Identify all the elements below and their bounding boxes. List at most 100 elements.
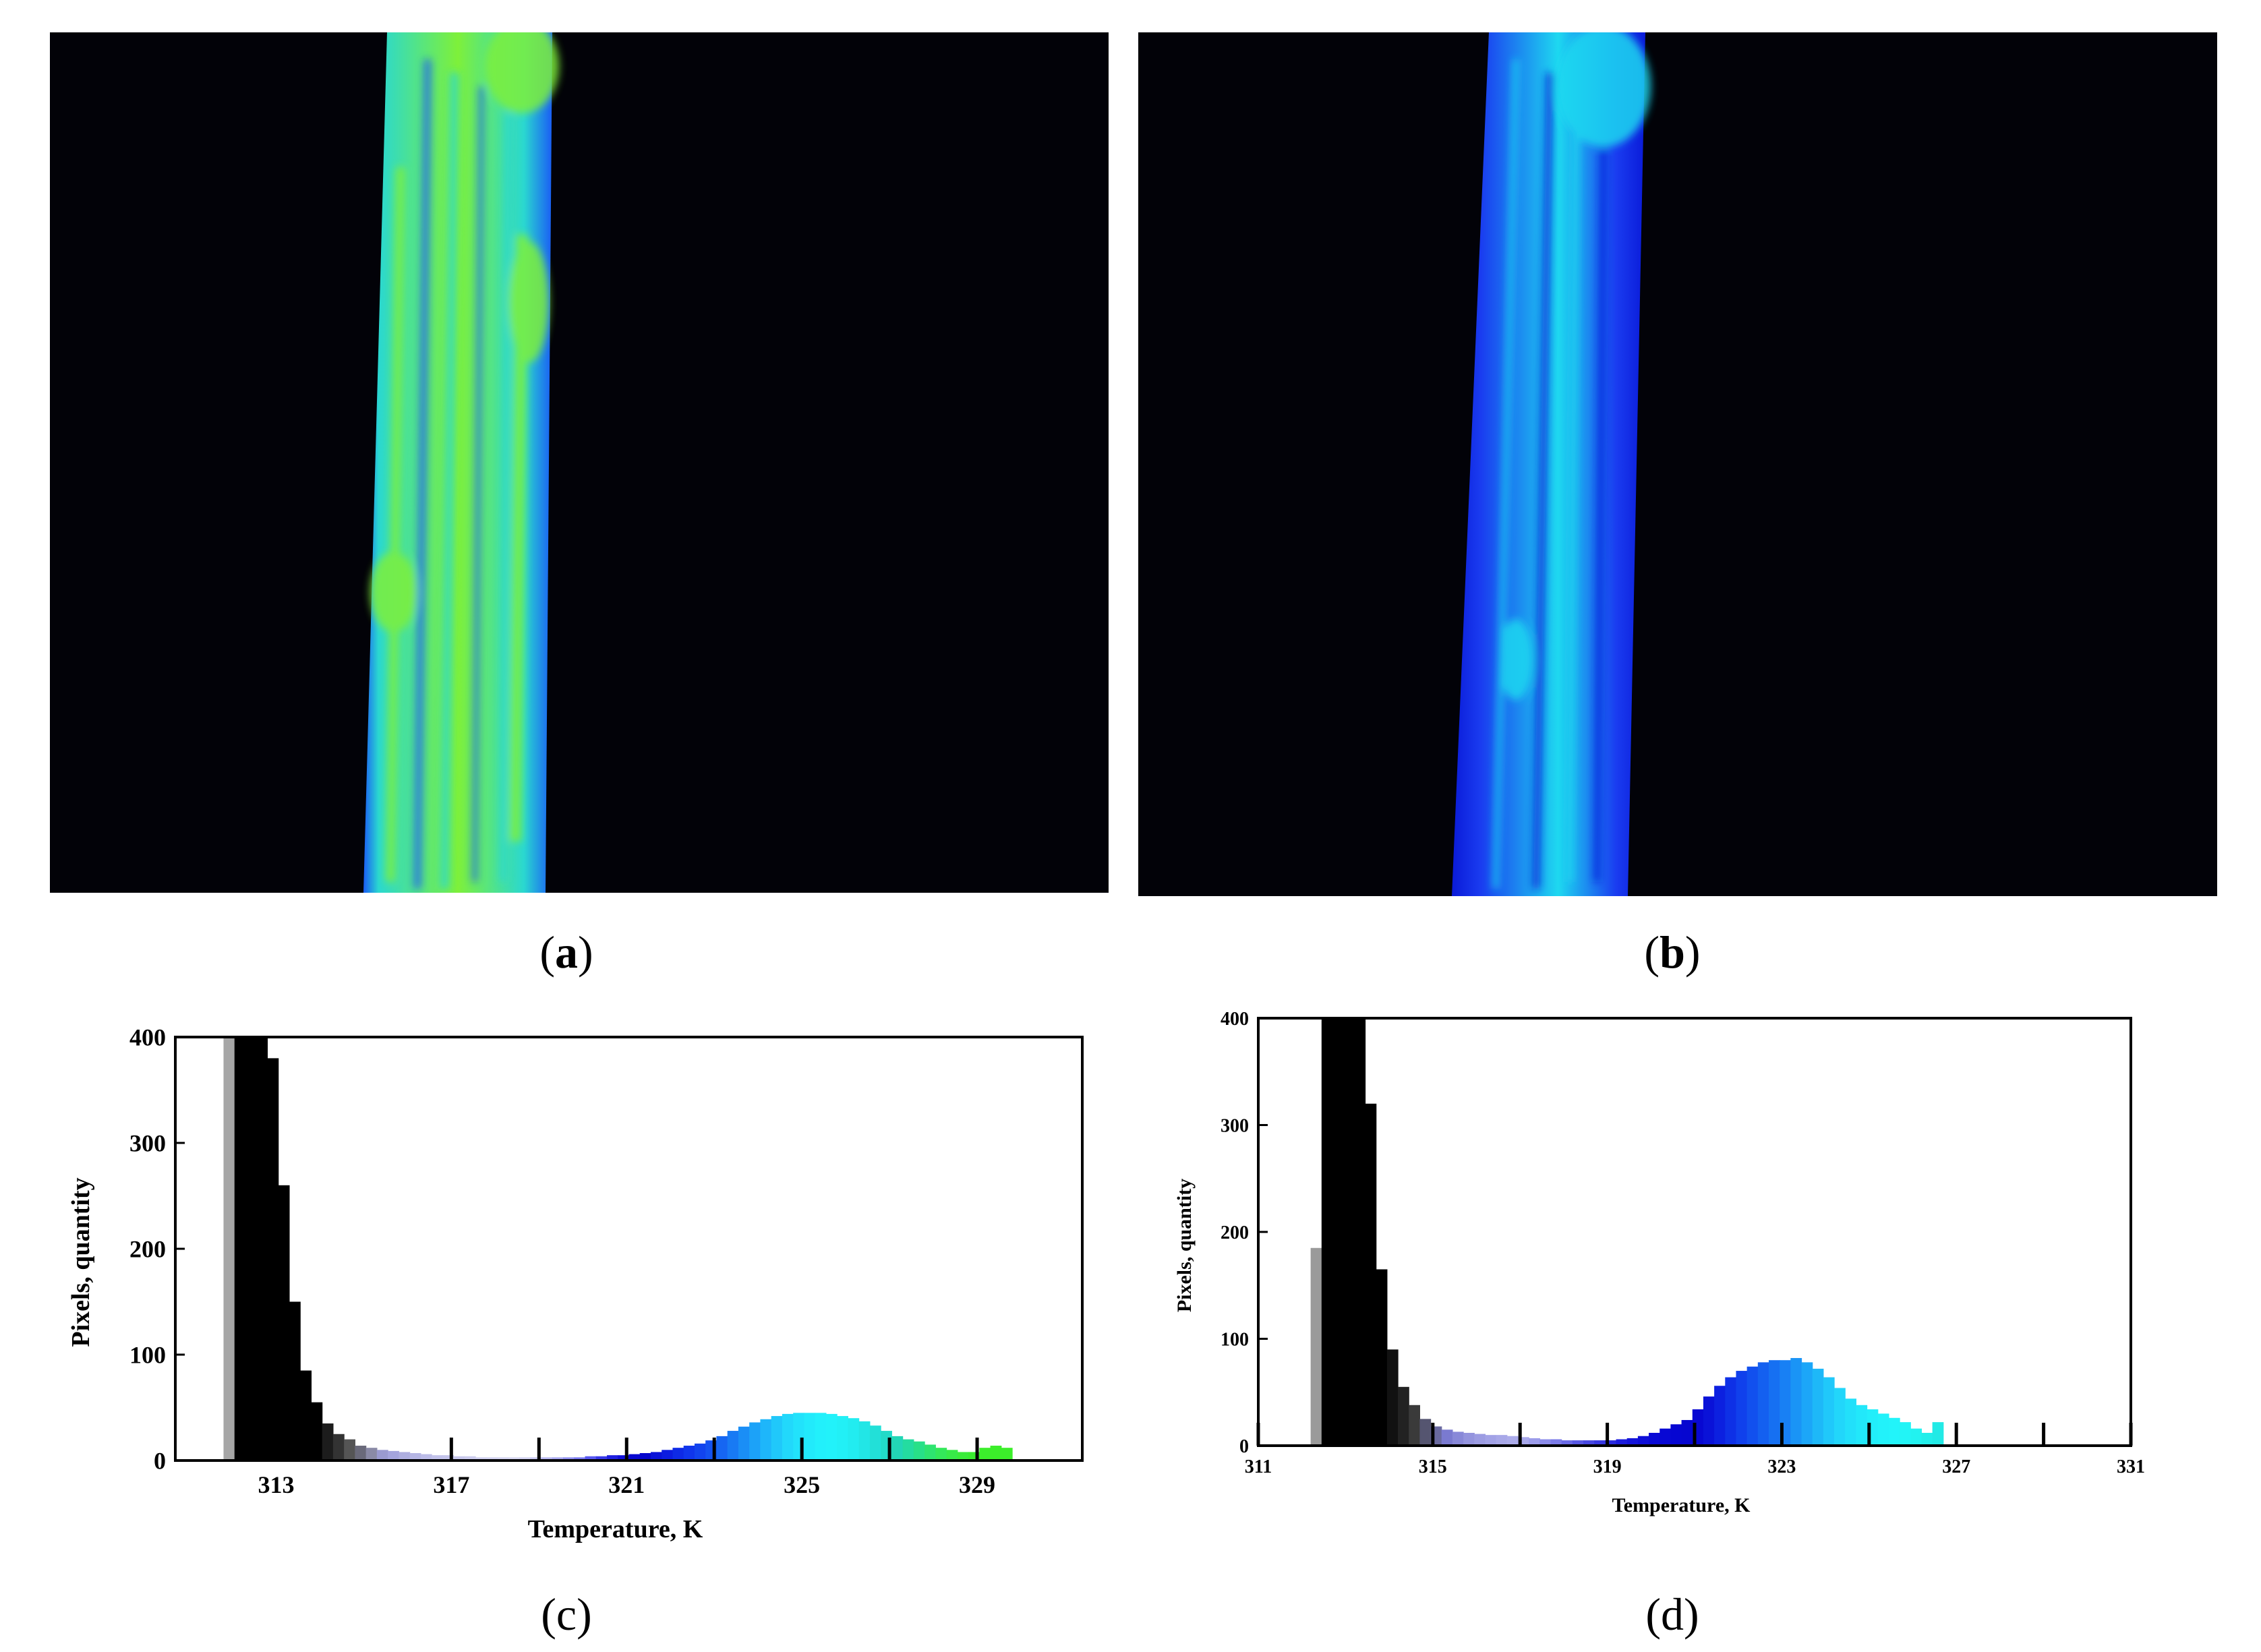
histogram-bar	[267, 1058, 279, 1461]
y-axis-label: Pixels, quantity	[1173, 1179, 1196, 1312]
histogram-bar	[1736, 1371, 1748, 1446]
histogram-bar	[1572, 1440, 1584, 1446]
histogram-c: 313 317 321 325 329 0 100 200 300 400 Temperature,…	[0, 998, 1133, 1551]
histogram-d-svg: 311 315 319 323 327 331 0 100 200 300 400 Temperatu…	[1173, 1009, 2145, 1516]
histogram-bar	[716, 1436, 728, 1461]
histogram-bar	[1746, 1366, 1759, 1446]
histogram-bar	[344, 1439, 356, 1461]
panel-label-a: (a)	[539, 926, 593, 978]
histogram-bar	[869, 1425, 881, 1461]
histogram-bar	[1409, 1405, 1420, 1446]
histogram-bar	[1485, 1435, 1497, 1446]
histogram-bar	[1932, 1422, 1944, 1446]
histogram-bar	[234, 1037, 246, 1461]
histogram-bar	[1714, 1386, 1726, 1446]
thermogram-b	[1138, 32, 2217, 896]
y-tick-label: 0	[154, 1448, 166, 1475]
histogram-bar	[1594, 1440, 1606, 1446]
histogram-bar	[1823, 1377, 1835, 1446]
histogram-bar	[1757, 1362, 1769, 1446]
histogram-bar	[1354, 1018, 1366, 1446]
histogram-bar	[453, 1456, 465, 1461]
histogram-bar	[650, 1452, 662, 1461]
histogram-bar	[672, 1448, 684, 1461]
histogram-bar	[771, 1416, 783, 1461]
histogram-bar	[760, 1419, 772, 1461]
histogram-bar	[1660, 1428, 1672, 1446]
histogram-bar	[1888, 1417, 1900, 1446]
histogram-bar	[1474, 1434, 1486, 1446]
y-tick-label: 100	[1221, 1329, 1249, 1350]
histogram-bar	[1332, 1018, 1344, 1446]
histogram-bar	[1790, 1358, 1802, 1446]
histogram-bar	[1856, 1405, 1868, 1446]
histogram-bar	[902, 1439, 914, 1461]
histogram-bar	[1626, 1438, 1639, 1446]
histogram-bar	[825, 1413, 838, 1461]
histogram-bar	[935, 1448, 947, 1461]
histogram-bar	[924, 1444, 936, 1461]
histogram-bar	[738, 1426, 750, 1461]
x-axis-label: Temperature, K	[528, 1515, 703, 1543]
histogram-bar	[628, 1454, 641, 1461]
panel-label-d: (d)	[1645, 1589, 1699, 1640]
histogram-bar	[1845, 1398, 1856, 1446]
histogram-bar	[1703, 1396, 1715, 1446]
histogram-bar	[815, 1413, 827, 1461]
histogram-bar	[585, 1456, 597, 1461]
histogram-bar	[388, 1450, 399, 1461]
histogram-bar	[782, 1413, 794, 1461]
histogram-bar	[749, 1422, 761, 1461]
histogram-bar	[957, 1452, 969, 1461]
x-tick-label: 325	[784, 1471, 820, 1498]
panel-label-b: (b)	[1644, 926, 1701, 978]
histogram-bar	[683, 1446, 695, 1461]
histogram-bar	[804, 1413, 816, 1461]
y-axis-label: Pixels, quantity	[67, 1177, 95, 1347]
histogram-bar	[409, 1453, 421, 1461]
histogram-bar	[311, 1402, 323, 1461]
x-tick-label: 319	[1593, 1456, 1622, 1477]
histogram-bar	[1365, 1103, 1377, 1446]
histogram-bar	[1496, 1435, 1508, 1446]
histogram-bar	[442, 1455, 454, 1461]
histogram-bar	[563, 1457, 575, 1461]
histogram-bar	[475, 1457, 487, 1461]
y-tick-label: 400	[129, 1024, 166, 1051]
histogram-bar	[1725, 1377, 1737, 1446]
y-tick-label: 100	[129, 1342, 166, 1369]
histogram-bar	[486, 1457, 498, 1461]
thermogram-a	[50, 32, 1109, 893]
y-tick-label: 300	[129, 1130, 166, 1157]
histogram-bar	[595, 1456, 608, 1461]
histogram-bar	[289, 1301, 301, 1461]
histogram-bar	[278, 1185, 290, 1461]
y-tick-label: 300	[1221, 1115, 1249, 1136]
histogram-bar	[1583, 1440, 1595, 1446]
x-tick-label: 317	[433, 1471, 469, 1498]
histogram-bar	[541, 1457, 553, 1461]
histogram-bar	[1343, 1018, 1355, 1446]
histogram-bar	[1768, 1360, 1780, 1446]
thermogram-b-image	[1452, 32, 1651, 896]
histogram-bar	[848, 1418, 860, 1461]
histogram-bar	[497, 1457, 509, 1461]
histogram-bar	[1877, 1413, 1889, 1446]
histogram-bar	[322, 1423, 334, 1461]
histogram-bar	[1001, 1448, 1013, 1461]
histogram-bar	[1812, 1368, 1824, 1446]
histogram-bar	[519, 1457, 531, 1461]
histogram-bar	[662, 1450, 674, 1461]
histogram-bar	[858, 1421, 871, 1461]
histogram-bar	[1637, 1436, 1649, 1446]
histogram-bar	[1681, 1419, 1693, 1446]
histogram-bar	[1419, 1419, 1432, 1446]
histogram-bar	[223, 1037, 235, 1461]
histogram-bar	[399, 1452, 411, 1461]
y-tick-label: 0	[1239, 1436, 1249, 1457]
histogram-bar	[1398, 1386, 1409, 1446]
histogram-bar	[508, 1457, 520, 1461]
histogram-bar	[618, 1455, 630, 1461]
histogram-bar	[1376, 1269, 1388, 1446]
histogram-bar	[1529, 1438, 1540, 1446]
